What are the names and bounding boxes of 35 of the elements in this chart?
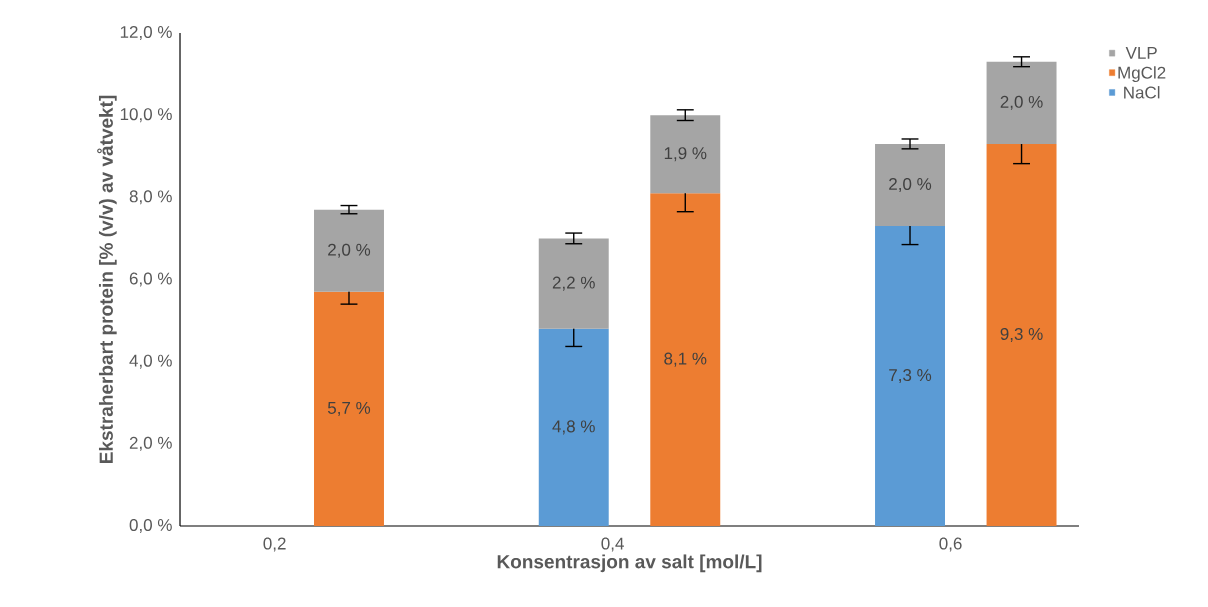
bar xyxy=(986,143,1057,526)
x-tick-label: 0,6 xyxy=(939,537,962,552)
data-label: 5,7 % xyxy=(327,401,371,416)
y-tick-label: 8,0 % xyxy=(129,190,172,205)
data-label: 2,0 % xyxy=(889,177,932,193)
y-axis-title: Ekstraherbart protein [% (v/v) av våtvekt] xyxy=(97,95,117,463)
bar xyxy=(314,209,384,292)
bar xyxy=(875,143,945,227)
legend-label: MgCl2 xyxy=(1118,66,1166,83)
bar xyxy=(986,61,1057,144)
y-tick-label: 4,0 % xyxy=(129,354,172,369)
data-label: 4,8 % xyxy=(552,420,595,435)
x-tick-label: 0,2 xyxy=(263,537,286,552)
bar xyxy=(875,226,945,526)
bar xyxy=(538,328,609,526)
bar xyxy=(650,193,721,526)
x-tick-label: 0,4 xyxy=(601,537,624,552)
bar xyxy=(538,238,609,329)
y-tick-label: 2,0 % xyxy=(129,436,172,451)
y-tick-label: 6,0 % xyxy=(129,272,172,287)
data-label: 2,2 % xyxy=(552,276,595,291)
bar xyxy=(314,291,384,526)
data-label: 2,0 % xyxy=(1000,95,1043,110)
legend-label: NaCl xyxy=(1124,86,1160,99)
x-axis-title: Konsentrasjon av salt [mol/L] xyxy=(497,554,762,573)
y-tick-label: 0,0 % xyxy=(129,518,172,534)
data-label: 2,0 % xyxy=(328,243,371,258)
bar xyxy=(650,115,721,194)
y-tick-label: 10,0 % xyxy=(120,108,172,123)
y-tick-label: 12,0 % xyxy=(120,25,172,41)
data-label: 8,1 % xyxy=(664,352,707,367)
data-label: 7,3 % xyxy=(889,369,932,384)
legend-label: VLP xyxy=(1125,47,1157,59)
data-label: 1,9 % xyxy=(664,147,707,162)
data-label: 9,3 % xyxy=(1000,327,1043,342)
